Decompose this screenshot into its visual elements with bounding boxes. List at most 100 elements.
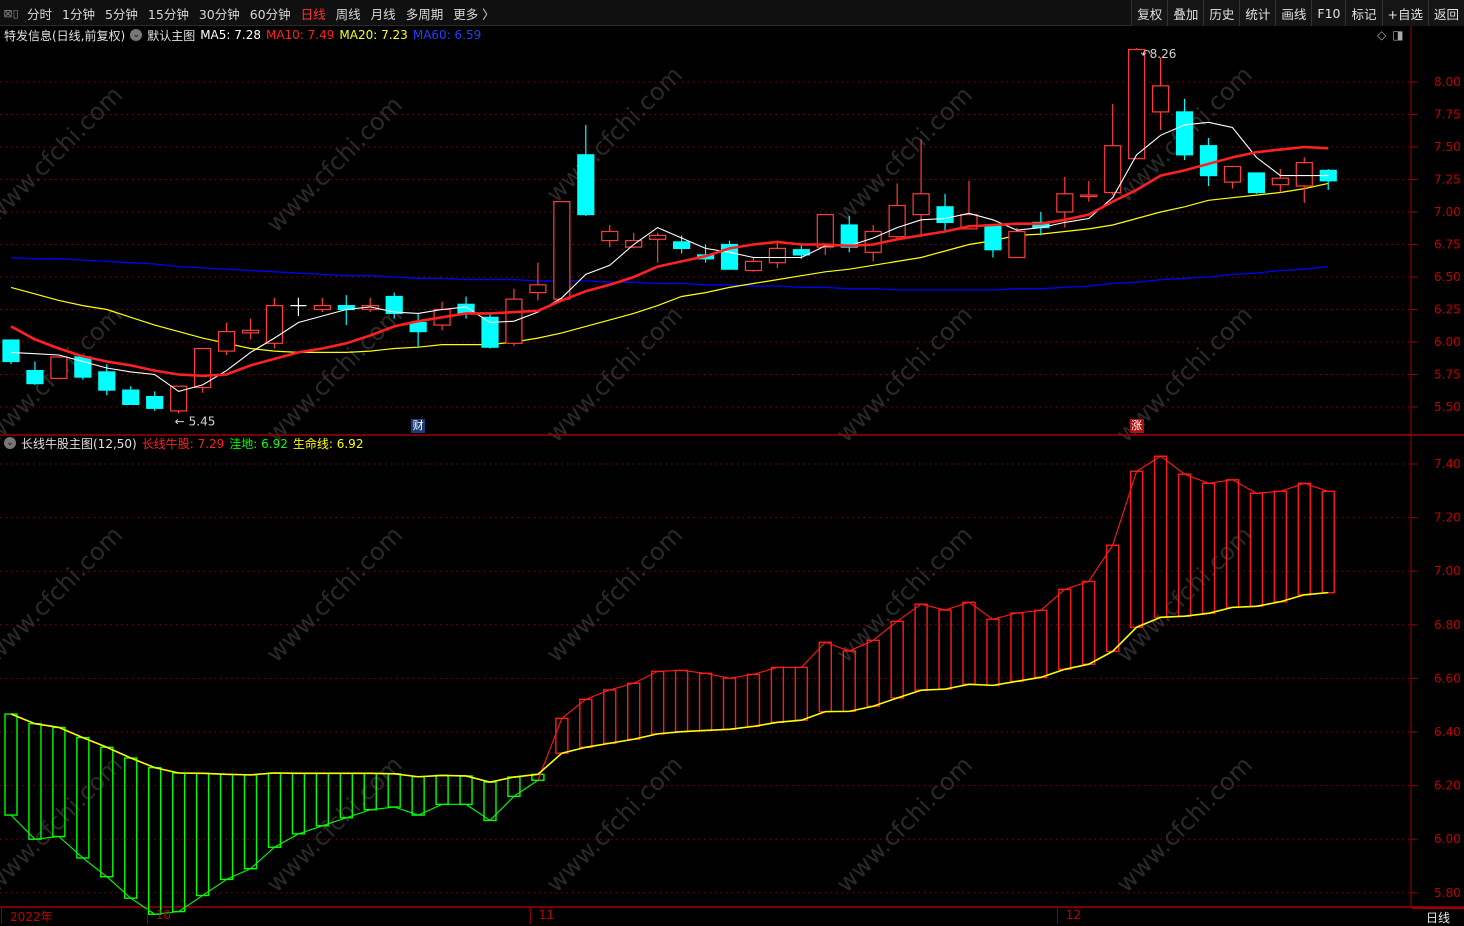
period-tab[interactable]: 15分钟 xyxy=(147,6,189,22)
indicator-bar[interactable] xyxy=(4,713,18,816)
indicator-bar[interactable] xyxy=(1082,580,1096,665)
candle[interactable] xyxy=(385,292,403,319)
period-tab[interactable]: 日线 xyxy=(300,6,326,22)
toolbar-button[interactable]: 历史 xyxy=(1203,0,1240,26)
candle[interactable] xyxy=(816,214,834,255)
candle[interactable] xyxy=(290,297,307,316)
period-tab[interactable]: 分时 xyxy=(27,6,53,22)
toolbar-button[interactable]: +自选 xyxy=(1381,0,1428,26)
candle[interactable] xyxy=(912,139,930,237)
indicator-bar[interactable] xyxy=(147,766,162,915)
period-label[interactable]: 日线 xyxy=(1412,907,1464,926)
event-marker[interactable]: 财 xyxy=(411,419,426,433)
candle[interactable] xyxy=(792,244,810,259)
candle[interactable] xyxy=(1080,180,1098,202)
indicator-bar[interactable] xyxy=(1297,482,1312,596)
indicator-bar[interactable] xyxy=(435,774,449,806)
period-tab[interactable]: 5分钟 xyxy=(104,6,138,22)
indicator-dropdown-icon[interactable]: ⌄ xyxy=(4,437,16,449)
period-tab[interactable]: 周线 xyxy=(335,6,361,22)
candle[interactable] xyxy=(1319,169,1337,190)
candle[interactable] xyxy=(888,183,906,240)
candle[interactable] xyxy=(649,232,667,263)
candle[interactable] xyxy=(361,297,379,313)
candle[interactable] xyxy=(840,215,858,253)
indicator-bar[interactable] xyxy=(243,774,258,870)
indicator-bar[interactable] xyxy=(698,672,713,732)
indicator-bar[interactable] xyxy=(267,772,282,848)
toolbar-button[interactable]: 返回 xyxy=(1427,0,1464,26)
candle[interactable] xyxy=(960,180,978,230)
candle[interactable] xyxy=(146,391,164,411)
toolbar-button[interactable]: F10 xyxy=(1311,0,1346,26)
indicator-bar[interactable] xyxy=(818,641,832,713)
indicator-title[interactable]: 长线牛股主图(12,50) xyxy=(21,436,137,451)
indicator-bar[interactable] xyxy=(650,670,665,735)
candle[interactable] xyxy=(505,288,523,346)
candle[interactable] xyxy=(2,339,20,365)
candle[interactable] xyxy=(720,240,739,270)
indicator-bar[interactable] xyxy=(483,781,497,822)
indicator-bar[interactable] xyxy=(171,772,186,913)
indicator-bar[interactable] xyxy=(555,717,569,754)
candle[interactable] xyxy=(265,297,284,349)
candle[interactable] xyxy=(1247,172,1266,194)
indicator-bar[interactable] xyxy=(866,639,880,707)
toolbar-button[interactable]: 统计 xyxy=(1239,0,1276,26)
candle[interactable] xyxy=(313,297,331,313)
candle[interactable] xyxy=(1128,48,1146,160)
indicator-bar[interactable] xyxy=(1321,490,1335,594)
indicator-bar[interactable] xyxy=(986,618,1000,687)
indicator-bar[interactable] xyxy=(890,620,904,699)
candle[interactable] xyxy=(1008,227,1026,259)
candle[interactable] xyxy=(1295,157,1313,203)
candle[interactable] xyxy=(984,224,1002,258)
candle[interactable] xyxy=(217,322,236,356)
candle[interactable] xyxy=(936,193,954,232)
candle[interactable] xyxy=(194,347,212,393)
indicator-bar[interactable] xyxy=(291,772,306,835)
candle[interactable] xyxy=(529,262,547,301)
indicator-bar[interactable] xyxy=(1010,612,1024,683)
indicator-bar[interactable] xyxy=(1058,588,1072,670)
toolbar-button[interactable]: 画线 xyxy=(1275,0,1312,26)
indicator-bar[interactable] xyxy=(124,757,138,899)
period-tab[interactable]: 30分钟 xyxy=(198,6,240,22)
indicator-bar[interactable] xyxy=(603,689,617,744)
period-tab[interactable]: 月线 xyxy=(370,6,396,22)
indicator-bar[interactable] xyxy=(1105,544,1120,653)
indicator-bar[interactable] xyxy=(411,776,425,816)
candle[interactable] xyxy=(122,386,140,406)
panel-toggle-icon[interactable]: ◨ xyxy=(1392,28,1404,42)
candle[interactable] xyxy=(601,225,619,248)
event-marker[interactable]: 涨 xyxy=(1129,419,1144,433)
indicator-bar[interactable] xyxy=(1129,470,1144,628)
toolbar-button[interactable]: 复权 xyxy=(1131,0,1168,26)
indicator-bar[interactable] xyxy=(674,669,689,733)
period-tab[interactable]: 60分钟 xyxy=(249,6,291,22)
candle[interactable] xyxy=(1223,165,1242,189)
candle[interactable] xyxy=(98,364,116,396)
indicator-bar[interactable] xyxy=(1249,492,1264,608)
candle[interactable] xyxy=(744,257,763,272)
period-tab[interactable]: 1分钟 xyxy=(62,6,95,22)
toolbar-button[interactable]: 叠加 xyxy=(1167,0,1204,26)
candle[interactable] xyxy=(553,201,571,300)
template-name[interactable]: 默认主图 xyxy=(147,28,196,43)
indicator-bar[interactable] xyxy=(579,698,593,748)
indicator-bar[interactable] xyxy=(794,666,809,721)
indicator-bar[interactable] xyxy=(1273,490,1288,603)
candle[interactable] xyxy=(1271,169,1289,193)
candle[interactable] xyxy=(50,356,68,380)
indicator-bar[interactable] xyxy=(459,775,473,806)
candle[interactable] xyxy=(1175,98,1194,160)
indicator-bar[interactable] xyxy=(722,677,737,731)
candle[interactable] xyxy=(26,361,44,385)
candle[interactable] xyxy=(577,124,595,216)
collapse-panel-icon[interactable]: ⊠▯ xyxy=(3,6,19,20)
candle[interactable] xyxy=(337,295,355,326)
indicator-bar[interactable] xyxy=(219,773,234,881)
period-tab[interactable]: 更多 〉 xyxy=(453,6,495,22)
candle[interactable] xyxy=(768,240,787,268)
